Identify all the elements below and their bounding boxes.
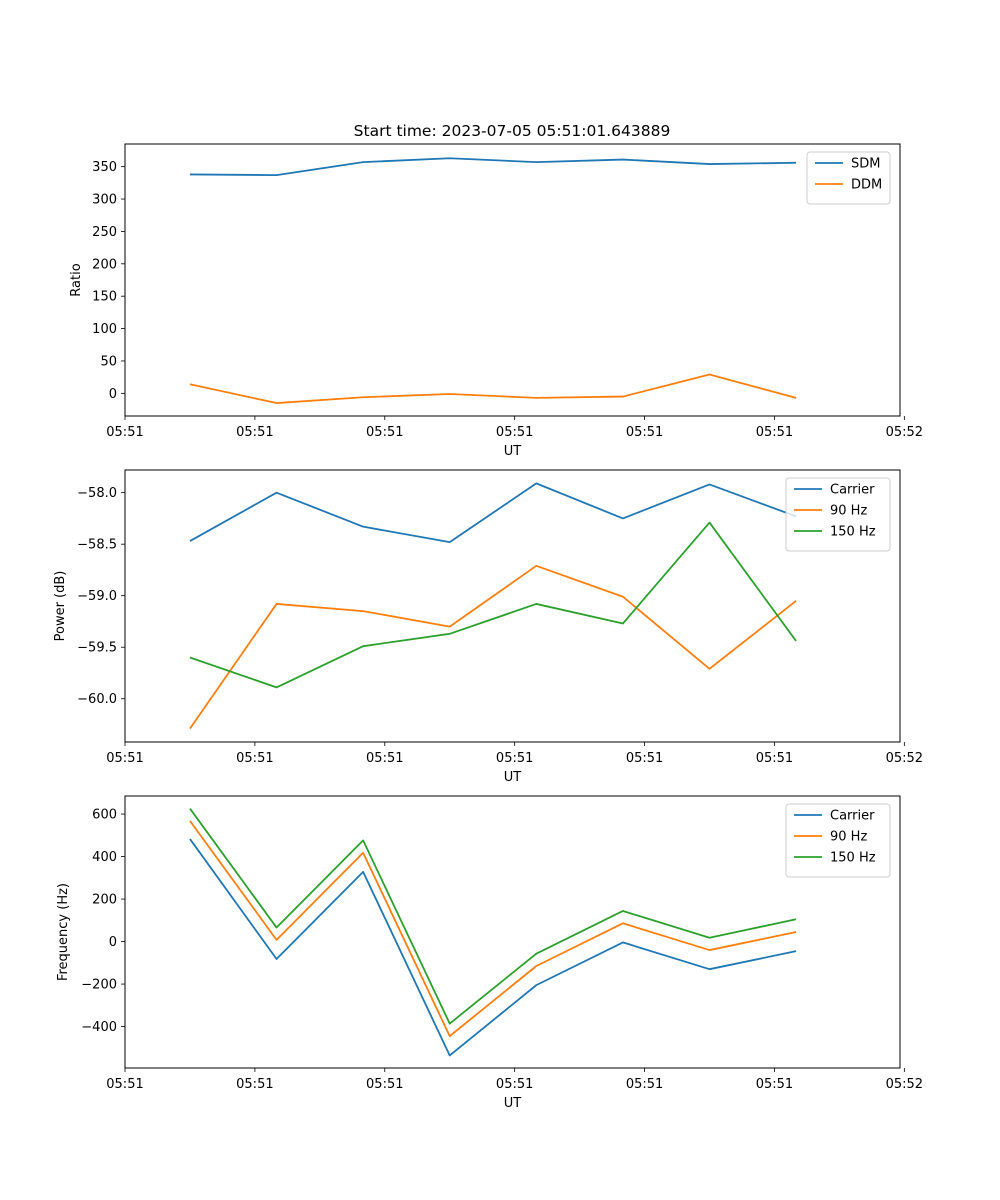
x-tick-label: 05:51 [106, 425, 143, 440]
legend-box [806, 151, 891, 205]
frequency-chart: 05:51 05:51 05:51 05:51 05:51 05:51 05:52 −400 −… [56, 795, 923, 1111]
legend-label: Carrier [830, 809, 875, 824]
series-line-ddm [189, 373, 797, 404]
y-tick-label: 350 [92, 160, 117, 175]
y-axis-label: Ratio [69, 263, 84, 296]
legend: Carrier 90 Hz 150 Hz [785, 803, 891, 878]
y-tick-label: −59.5 [77, 641, 117, 656]
legend-label: Carrier [830, 483, 875, 498]
x-tick-label: 05:51 [626, 1077, 663, 1092]
legend-label: 90 Hz [830, 504, 867, 519]
series-line-90-hz [189, 820, 797, 1038]
y-tick-label: 400 [92, 850, 117, 865]
y-tick-label: 150 [92, 290, 117, 305]
y-axis-label: Power (dB) [53, 571, 68, 642]
x-tick-label: 05:51 [756, 1077, 793, 1092]
y-tick-label: 600 [92, 808, 117, 823]
legend-label: SDM [851, 157, 880, 172]
legend-box [785, 477, 891, 552]
x-tick-label: 05:51 [106, 751, 143, 766]
x-tick-label: 05:51 [366, 1077, 403, 1092]
y-tick-label: −200 [81, 978, 117, 993]
x-tick-label: 05:51 [236, 751, 273, 766]
y-tick-label: −58.5 [77, 538, 117, 553]
series-line-carrier [189, 482, 797, 544]
axes-frame [124, 469, 901, 743]
x-tick-label: 05:51 [236, 425, 273, 440]
y-tick-label: −60.0 [77, 692, 117, 707]
legend-label: 90 Hz [830, 830, 867, 845]
legend-box [785, 803, 891, 878]
x-tick-label: 05:51 [366, 751, 403, 766]
series-line-150-hz [189, 521, 797, 689]
legend-label: 150 Hz [830, 851, 876, 866]
y-axis-label: Frequency (Hz) [56, 883, 71, 981]
y-tick-label: 100 [92, 322, 117, 337]
y-tick-label: −400 [81, 1020, 117, 1035]
y-tick-label: 0 [109, 387, 117, 402]
x-axis-label: UT [504, 444, 522, 459]
legend-label: DDM [851, 178, 882, 193]
ratio-chart: 05:51 05:51 05:51 05:51 05:51 05:51 05:52 0 50 10… [69, 143, 923, 459]
x-tick-label: 05:52 [886, 1077, 923, 1092]
x-tick-label: 05:51 [626, 751, 663, 766]
legend: Carrier 90 Hz 150 Hz [785, 477, 891, 552]
y-tick-label: 0 [109, 935, 117, 950]
x-axis-label: UT [504, 770, 522, 785]
x-tick-label: 05:52 [886, 751, 923, 766]
y-tick-label: −59.0 [77, 589, 117, 604]
x-tick-label: 05:51 [626, 425, 663, 440]
y-tick-label: 250 [92, 225, 117, 240]
power-chart: 05:51 05:51 05:51 05:51 05:51 05:51 05:52 −60.0… [53, 469, 923, 785]
series-line-sdm [189, 157, 797, 176]
x-tick-label: 05:51 [106, 1077, 143, 1092]
x-tick-label: 05:52 [886, 425, 923, 440]
y-tick-label: 50 [100, 354, 117, 369]
y-tick-label: 200 [92, 893, 117, 908]
legend-label: 150 Hz [830, 525, 876, 540]
x-tick-label: 05:51 [756, 425, 793, 440]
axes-frame [124, 795, 901, 1069]
x-tick-label: 05:51 [756, 751, 793, 766]
x-tick-label: 05:51 [366, 425, 403, 440]
y-tick-label: −58.0 [77, 486, 117, 501]
axes-frame [124, 143, 901, 417]
x-tick-label: 05:51 [496, 751, 533, 766]
x-axis-label: UT [504, 1096, 522, 1111]
x-tick-label: 05:51 [236, 1077, 273, 1092]
x-tick-label: 05:51 [496, 425, 533, 440]
series-line-carrier [189, 838, 797, 1057]
legend: SDM DDM [806, 151, 891, 205]
y-tick-label: 200 [92, 257, 117, 272]
y-tick-label: 300 [92, 193, 117, 208]
series-line-150-hz [189, 808, 797, 1025]
figure-title: Start time: 2023-07-05 05:51:01.643889 [354, 122, 671, 140]
series-line-90-hz [189, 564, 797, 730]
x-tick-label: 05:51 [496, 1077, 533, 1092]
